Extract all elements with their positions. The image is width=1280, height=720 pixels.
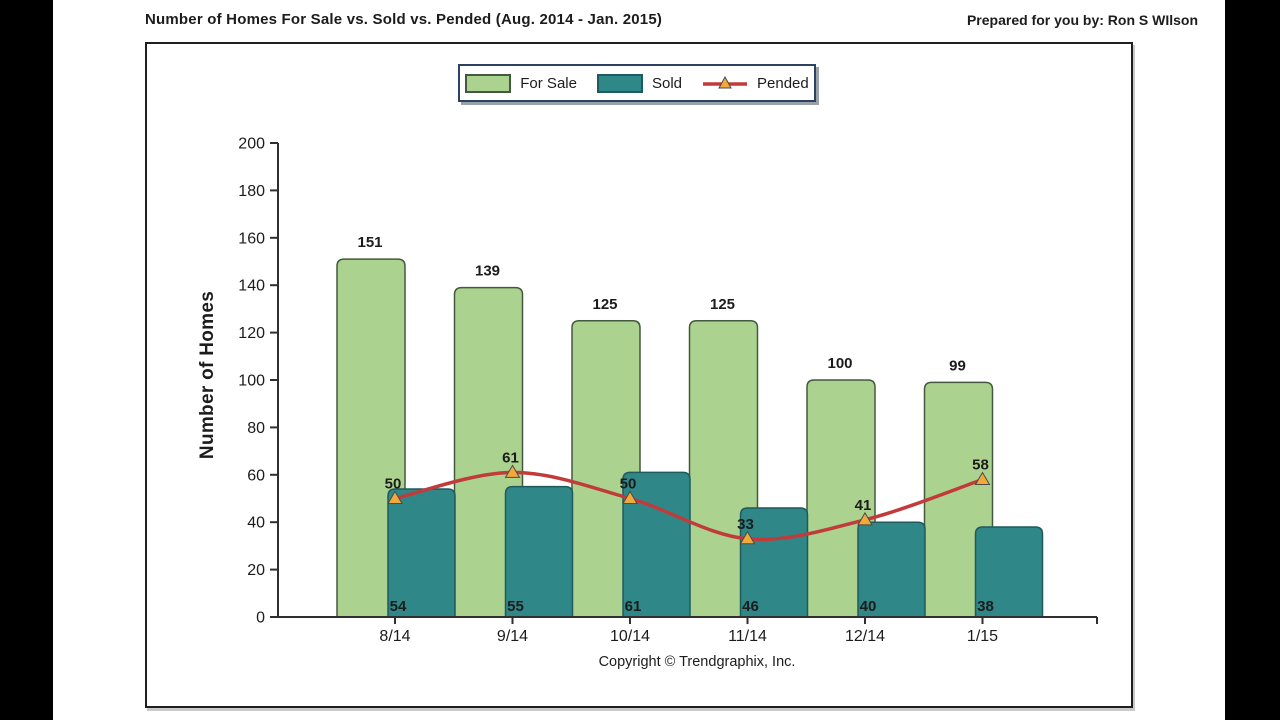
x-tick-label: 10/14 <box>610 628 650 645</box>
legend-item-pended: Pended <box>702 75 809 92</box>
y-axis-title: Number of Homes <box>197 290 218 460</box>
pended-marker-icon <box>387 490 403 504</box>
pended-marker-icon <box>622 490 638 504</box>
pended-value-label: 58 <box>972 457 989 474</box>
bar-sold <box>857 521 926 618</box>
chart-frame: For Sale Sold Pended 0 20 40 60 80 100 120 140 1… <box>145 42 1133 708</box>
y-tick-label: 100 <box>238 373 265 390</box>
bar-sold <box>739 507 809 618</box>
pended-value-label: 33 <box>737 516 754 533</box>
bar-sold <box>387 488 456 618</box>
chart-plot: 0 20 40 60 80 100 120 140 160 180 200 8/14 9/14 10/14… <box>238 136 1098 645</box>
legend-label-for-sale: For Sale <box>520 74 577 92</box>
x-tick-label: 11/14 <box>728 628 767 645</box>
copyright-text: Copyright © Trendgraphix, Inc. <box>598 654 796 670</box>
for-sale-value-label: 151 <box>357 234 382 251</box>
x-tick-label: 12/14 <box>845 628 885 645</box>
for-sale-value-label: 139 <box>475 263 500 280</box>
y-tick-label: 160 <box>238 230 265 247</box>
pended-marker-icon <box>974 471 991 486</box>
bar-sold <box>974 526 1044 618</box>
x-tick-label: 1/15 <box>967 628 998 645</box>
prepared-by-text: Prepared for you by: Ron S WIlson <box>966 12 1198 28</box>
y-tick-label: 200 <box>238 136 265 153</box>
y-tick-label: 20 <box>247 562 265 579</box>
for-sale-value-label: 100 <box>827 355 852 372</box>
chart-title: Number of Homes For Sale vs. Sold vs. Pe… <box>145 11 663 28</box>
pended-value-label: 50 <box>385 476 402 493</box>
y-tick-label: 0 <box>256 610 265 627</box>
sold-value-label: 54 <box>390 598 407 615</box>
sold-value-label: 55 <box>507 598 524 615</box>
legend-item-for-sale: For Sale <box>465 73 577 93</box>
pended-legend-glyph <box>703 75 747 89</box>
y-tick-label: 40 <box>247 515 265 532</box>
bar-sold <box>622 471 691 618</box>
legend-label-pended: Pended <box>757 74 809 92</box>
y-tick-label: 180 <box>238 183 265 200</box>
sold-swatch-icon <box>596 73 643 93</box>
y-tick-label: 60 <box>247 467 265 484</box>
y-tick-label: 120 <box>238 325 265 342</box>
y-tick-label: 140 <box>238 278 265 295</box>
legend-item-sold: Sold <box>596 73 682 93</box>
pended-marker-icon <box>739 530 756 545</box>
y-tick-label: 80 <box>247 420 265 437</box>
pended-line-marker-icon <box>702 75 748 91</box>
x-tick-label: 9/14 <box>497 628 528 645</box>
pended-marker-icon <box>857 511 873 526</box>
for-sale-value-label: 125 <box>592 296 617 313</box>
pended-value-label: 61 <box>502 449 519 466</box>
sold-value-label: 38 <box>977 598 994 615</box>
pended-marker-icon <box>504 464 521 478</box>
sold-value-label: 61 <box>625 598 642 615</box>
pended-value-label: 41 <box>855 497 872 514</box>
for-sale-value-label: 125 <box>710 296 735 313</box>
pended-value-label: 50 <box>620 476 637 493</box>
for-sale-value-label: 99 <box>949 357 966 374</box>
for-sale-swatch-icon <box>465 73 512 93</box>
pended-line <box>393 470 985 542</box>
bar-sold <box>504 485 574 618</box>
x-tick-label: 8/14 <box>379 628 410 645</box>
sold-value-label: 46 <box>742 598 759 615</box>
legend: For Sale Sold Pended <box>458 64 816 102</box>
sold-value-label: 40 <box>860 598 877 615</box>
legend-label-sold: Sold <box>651 74 682 92</box>
